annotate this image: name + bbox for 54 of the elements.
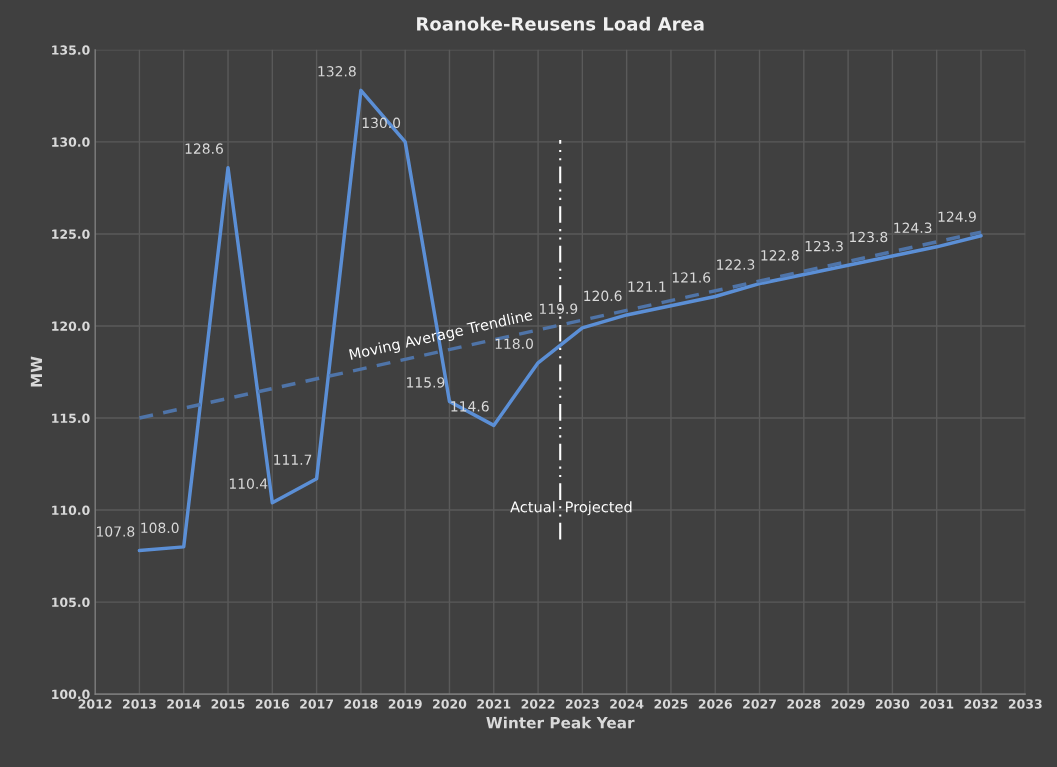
data-label: 128.6 xyxy=(185,143,223,154)
data-label: 119.9 xyxy=(539,303,578,315)
line-series xyxy=(137,88,983,553)
chart-title: Roanoke-Reusens Load Area xyxy=(417,16,704,31)
x-tick-label: 2015 xyxy=(211,699,245,709)
x-tick-label: 2025 xyxy=(654,699,688,709)
x-tick-label: 2029 xyxy=(831,699,865,709)
x-tick-label: 2012 xyxy=(78,699,112,709)
data-label: 115.9 xyxy=(407,377,445,388)
x-tick-label: 2014 xyxy=(167,699,201,709)
data-label: 122.8 xyxy=(761,250,799,261)
y-tick-label: 125.0 xyxy=(52,229,90,239)
data-label: 122.3 xyxy=(717,259,755,270)
y-tick-label: 105.0 xyxy=(52,597,90,608)
data-label: 124.3 xyxy=(894,222,932,234)
x-tick-label: 2031 xyxy=(920,699,954,709)
annotation: Actual xyxy=(510,501,555,513)
y-tick-label: 130.0 xyxy=(52,137,90,147)
y-tick-label: 115.0 xyxy=(52,413,90,423)
annotation: Projected xyxy=(566,501,632,516)
x-tick-label: 2030 xyxy=(876,699,910,709)
data-label: 132.8 xyxy=(318,66,356,77)
data-label: 123.8 xyxy=(850,231,888,243)
x-tick-label: 2023 xyxy=(565,699,599,709)
y-tick-label: 110.0 xyxy=(52,505,90,515)
x-axis-title: Winter Peak Year xyxy=(486,716,635,729)
x-tick-label: 2032 xyxy=(964,699,998,709)
x-tick-label: 2033 xyxy=(1008,699,1042,709)
y-tick-label: 120.0 xyxy=(52,321,90,331)
x-tick-label: 2024 xyxy=(610,699,644,709)
x-tick-label: 2028 xyxy=(787,699,821,709)
data-label: 108.0 xyxy=(141,522,179,534)
data-label: 121.6 xyxy=(672,272,711,283)
x-tick-label: 2017 xyxy=(300,699,333,709)
x-tick-label: 2022 xyxy=(521,699,555,709)
y-axis-title: MW xyxy=(30,356,42,387)
y-tick-label: 100.0 xyxy=(52,689,90,700)
data-label: 110.4 xyxy=(229,478,268,489)
y-tick-label: 135.0 xyxy=(52,45,90,55)
x-tick-label: 2020 xyxy=(433,699,467,709)
x-tick-label: 2016 xyxy=(255,699,290,709)
x-tick-label: 2013 xyxy=(123,699,156,709)
data-label: 111.7 xyxy=(274,454,312,465)
data-label: 120.6 xyxy=(584,290,622,302)
data-label: 118.0 xyxy=(495,338,533,349)
data-label: 121.1 xyxy=(628,281,666,292)
x-tick-label: 2018 xyxy=(344,699,378,709)
data-label: 124.9 xyxy=(938,211,976,222)
x-tick-label: 2027 xyxy=(743,699,776,709)
data-label: 107.8 xyxy=(97,526,135,537)
x-tick-label: 2021 xyxy=(477,699,511,709)
x-tick-label: 2019 xyxy=(388,699,422,709)
data-label: 123.3 xyxy=(805,240,843,252)
x-tick-label: 2026 xyxy=(698,699,732,709)
